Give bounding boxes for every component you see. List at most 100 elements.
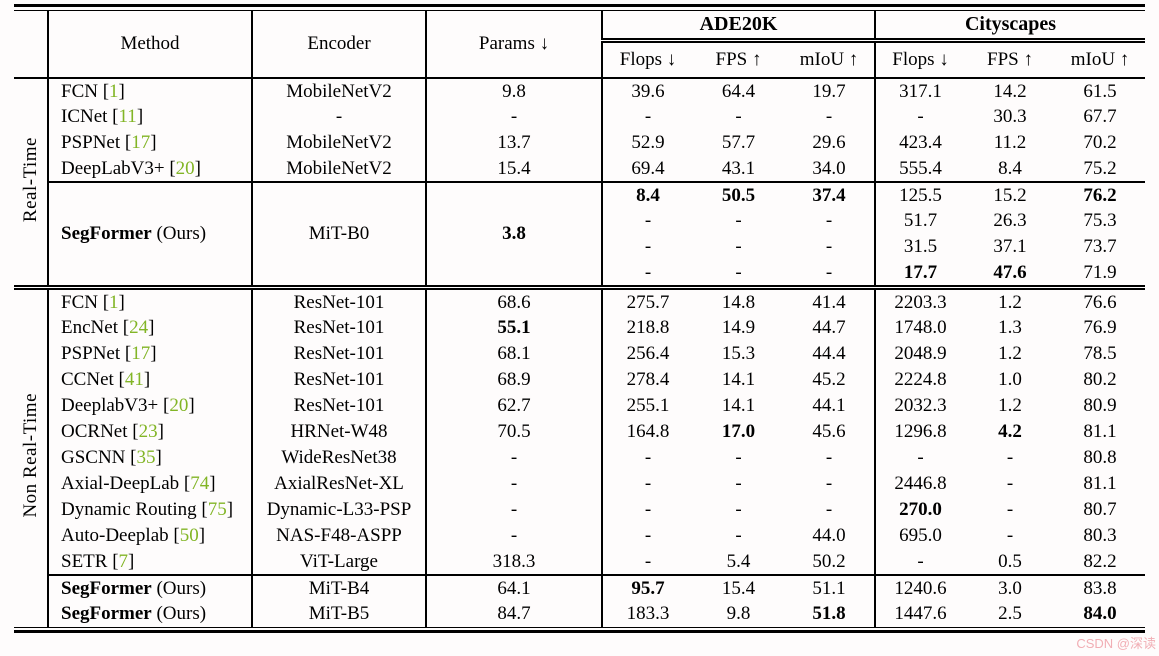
value-cell: 71.9 [1083,261,1117,283]
table-row: SegFormer (Ours) MiT-B5 84.7 183.3 9.8 51.8 14… [14,601,1145,627]
citation-link[interactable]: 11 [118,106,137,128]
method-cell: FCN [1] [48,78,253,104]
value-cell: 278.4 [601,367,693,393]
value-cell: 80.9 [1083,395,1117,417]
value-cell: 2048.9 [874,341,966,367]
value-cell: 44.4 [812,343,846,365]
encoder-cell: MiT-B0 [252,181,427,286]
value-cell: 14.8 [721,291,756,313]
value-cell: - [825,499,833,521]
table-row: OCRNet [23] HRNet-W48 70.5 164.8 17.0 45.6 129… [14,419,1145,445]
encoder-cell: ResNet-101 [252,315,427,341]
params-cell: 64.1 [426,574,603,601]
value-cell: - [1006,447,1014,469]
value-cell: 1748.0 [874,315,966,341]
results-table: Method Encoder Params ↓ ADE20K Cityscape… [14,9,1146,628]
value-cell: 34.0 [812,157,846,179]
encoder-cell: MiT-B4 [252,574,427,601]
value-cell: 80.7 [1083,499,1117,521]
value-cell: - [1006,473,1014,495]
value-cell: 57.7 [721,132,756,154]
citation-link[interactable]: 75 [207,499,227,521]
table-row: EncNet [24] ResNet-101 55.1 218.8 14.9 44.7 17… [14,315,1145,341]
citation-link[interactable]: 1 [109,80,119,102]
citation-link[interactable]: 50 [179,525,199,547]
value-cell: 26.3 [993,210,1027,232]
col-header-ade-fps: FPS ↑ [693,40,784,79]
params-cell: - [426,445,603,471]
value-cell: - [735,261,742,283]
encoder-cell: ResNet-101 [252,289,427,315]
table-row: Axial-DeepLab [74] AxialResNet-XL - - - -2446… [14,471,1145,497]
value-cell: 4.2 [998,421,1022,443]
params-cell: 13.7 [426,130,603,156]
table-header-row-metrics: Flops ↓ FPS ↑ mIoU ↑ Flops ↓ FPS ↑ mIoU … [14,40,1146,79]
value-cell: 1447.6 [874,601,966,627]
citation-link[interactable]: 35 [136,447,156,469]
params-cell: 55.1 [426,315,603,341]
value-cell: 15.2 [965,181,1056,208]
col-header-city-miou: mIoU ↑ [1055,40,1146,79]
table-row: Non Real-Time FCN [1] ResNet-101 68.6 275.7 1… [14,289,1145,627]
value-cell: - [601,445,693,471]
citation-link[interactable]: 41 [124,369,144,391]
method-cell: SETR [7] [48,549,253,575]
table-row: - - - 17.7 47.6 71.9 [14,260,1145,286]
citation-link[interactable]: 7 [118,550,129,572]
value-cell: 76.2 [1055,181,1146,208]
params-cell: 62.7 [426,393,603,419]
method-cell: SegFormer (Ours) [48,574,253,601]
params-cell: - [426,497,603,523]
row-group-label-text: Real-Time [19,136,41,222]
value-cell: 43.1 [721,157,756,179]
row-group-label: Non Real-Time [14,289,49,627]
citation-link[interactable]: 23 [138,421,158,443]
params-cell: 318.3 [426,549,603,575]
citation-link[interactable]: 1 [109,291,119,313]
value-cell: 84.0 [1083,602,1117,624]
value-cell: 50.2 [812,550,846,572]
value-cell: 1.2 [998,291,1022,313]
method-cell: DeeplabV3+ [20] [48,393,253,419]
value-cell: 3.0 [965,574,1056,601]
citation-link[interactable]: 17 [131,343,151,365]
group-header-cityscapes: Cityscapes [875,10,1146,43]
params-cell: - [426,104,603,130]
encoder-cell: ResNet-101 [252,393,427,419]
encoder-cell: MobileNetV2 [252,78,427,104]
value-cell: 275.7 [601,289,693,315]
value-cell: - [601,497,693,523]
value-cell: - [735,525,742,547]
encoder-cell: NAS-F48-ASPP [252,523,427,549]
table-row: SETR [7] ViT-Large 318.3-5.4 50.2-0.5 82.2 [14,549,1145,575]
value-cell: 0.5 [998,550,1022,572]
method-cell: ICNet [11] [48,104,253,130]
value-cell: 14.9 [721,317,756,339]
value-cell: - [601,471,693,497]
citation-link[interactable]: 24 [129,317,149,339]
citation-link[interactable]: 74 [190,473,210,495]
value-cell: 29.6 [812,132,846,154]
value-cell: 82.2 [1083,550,1117,572]
citation-link[interactable]: 20 [169,395,189,417]
value-cell: 270.0 [874,497,966,523]
value-cell: 17.7 [874,260,966,286]
table-row: - - - 51.7 26.3 75.3 [14,208,1145,234]
value-cell: - [735,447,742,469]
citation-link[interactable]: 20 [175,157,195,179]
method-cell: Axial-DeepLab [74] [48,471,253,497]
encoder-cell: ResNet-101 [252,367,427,393]
value-cell: 1296.8 [874,419,966,445]
value-cell: 73.7 [1083,236,1117,258]
value-cell: - [601,260,693,286]
value-cell: 9.8 [726,602,751,624]
value-cell: 44.0 [812,525,846,547]
method-cell: FCN [1] [48,289,253,315]
table-row: ICNet [11] - - - - - -30.3 67.7 [14,104,1145,130]
value-cell: 78.5 [1083,343,1117,365]
value-cell: 80.2 [1083,369,1117,391]
value-cell: 67.7 [1083,106,1117,128]
citation-link[interactable]: 17 [131,132,151,154]
value-cell: - [601,523,693,549]
value-cell: 70.2 [1083,132,1117,154]
